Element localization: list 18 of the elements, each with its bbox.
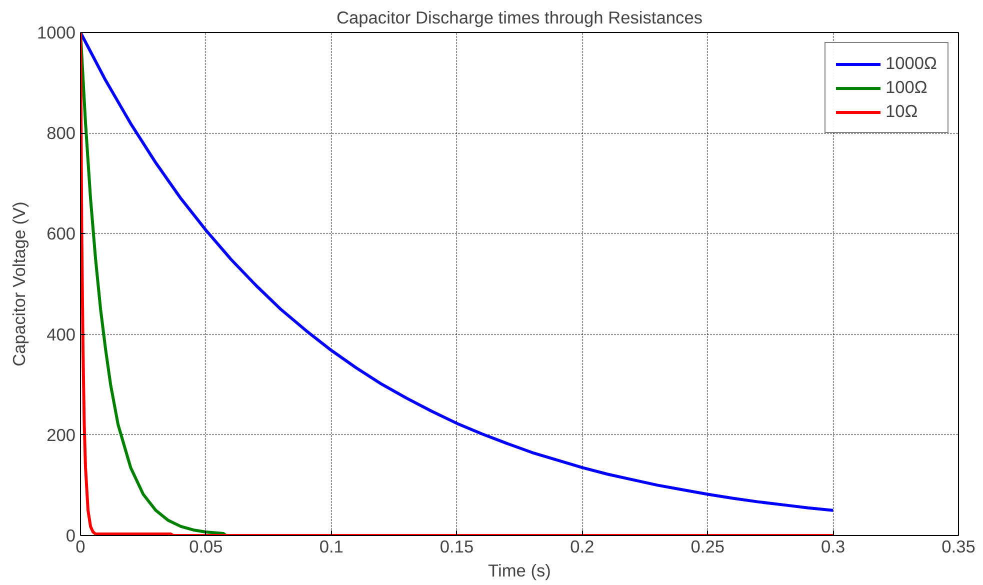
x-tick-label: 0.05 (189, 536, 223, 556)
legend-label: 1000Ω (885, 53, 937, 74)
legend-label: 100Ω (885, 77, 928, 98)
y-tick-label: 1000 (36, 22, 76, 42)
y-tick-label: 200 (46, 424, 76, 445)
y-tick-label: 600 (46, 224, 76, 244)
x-tick-label: 0.35 (942, 536, 976, 556)
y-tick-label: 400 (46, 324, 76, 344)
x-tick-label: 0.1 (319, 536, 344, 556)
y-axis-title: Capacitor Voltage (V) (8, 202, 29, 366)
x-tick-label: 0.2 (570, 536, 594, 556)
legend-label: 10Ω (885, 101, 918, 122)
chart-title: Capacitor Discharge times through Resistances (336, 8, 703, 28)
x-tick-label: 0.15 (440, 536, 474, 556)
x-axis-title: Time (s) (488, 560, 551, 580)
x-tick-label: 0.25 (690, 536, 725, 556)
x-tick-label: 0.3 (821, 536, 846, 556)
y-tick-label: 800 (46, 123, 76, 144)
